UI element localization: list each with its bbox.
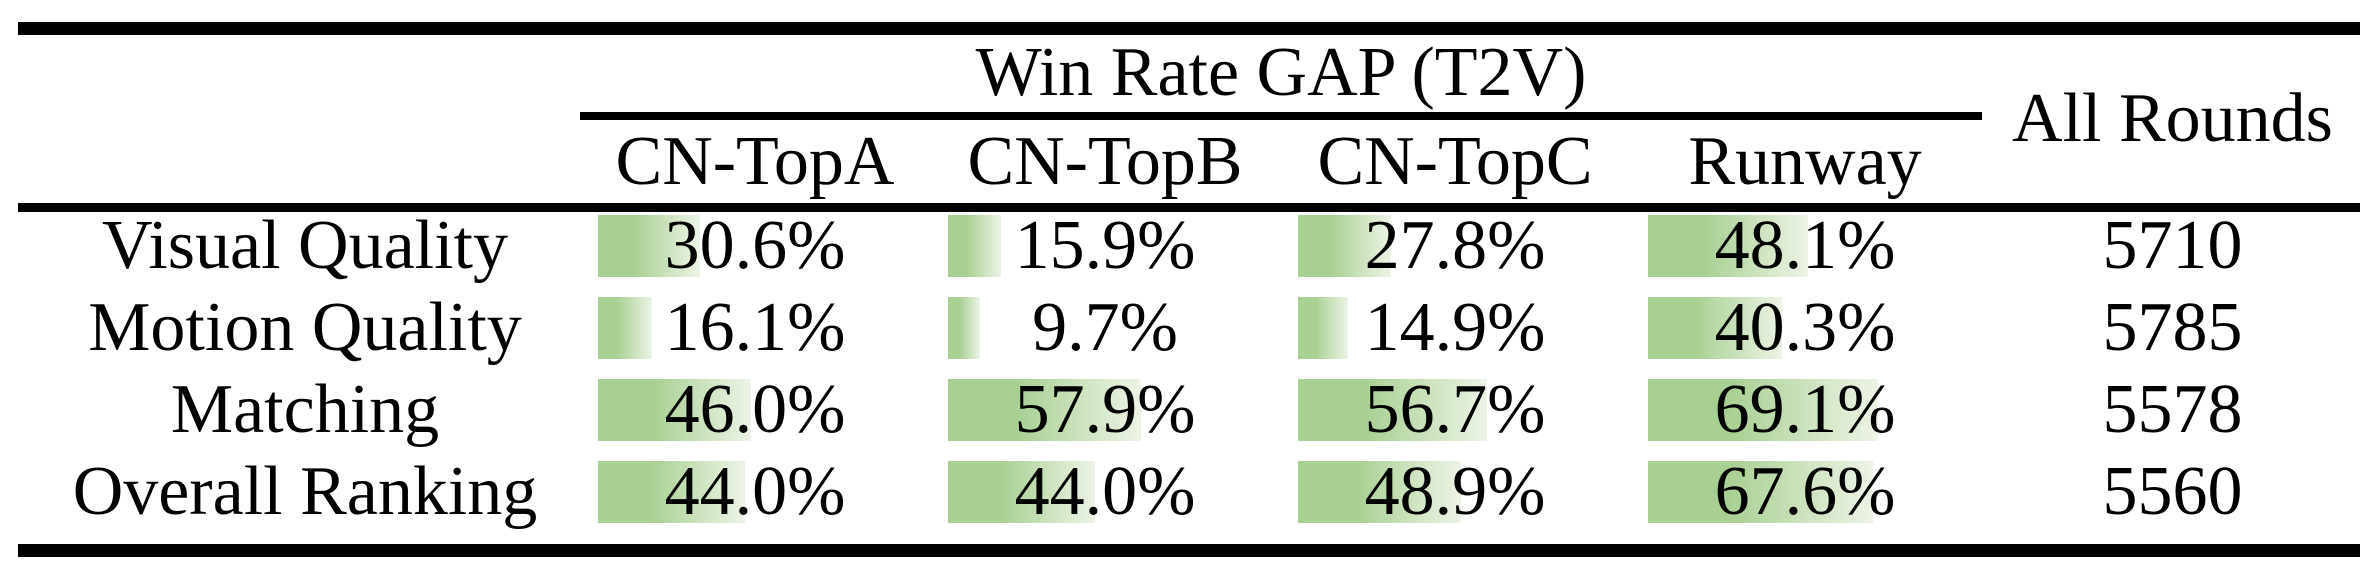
column-header-cn-topb: CN-TopB xyxy=(967,123,1243,200)
winrate-bar xyxy=(1298,215,1391,277)
winrate-value: 44.0% xyxy=(664,453,846,530)
winrate-bar xyxy=(598,215,700,277)
row-label: Motion Quality xyxy=(88,289,522,366)
table-cell: 27.8% xyxy=(1280,205,1630,287)
all-rounds-value: 5785 xyxy=(2102,289,2243,366)
all-rounds-value: 5578 xyxy=(2102,371,2243,448)
table-cell: 30.6% xyxy=(580,205,930,287)
winrate-value: 30.6% xyxy=(664,207,846,284)
table-cell: 46.0% xyxy=(580,369,930,451)
winrate-bar xyxy=(1648,297,1782,359)
winrate-value: 69.1% xyxy=(1714,371,1896,448)
table-cell: 48.9% xyxy=(1280,451,1630,533)
t2v-columns-cmidrule xyxy=(580,112,1982,120)
table-row: Motion Quality 16.1% 9.7% 14.9% 40.3% 57… xyxy=(0,287,2376,369)
table-cell: 40.3% xyxy=(1630,287,1980,369)
table-cell: 14.9% xyxy=(1280,287,1630,369)
table-cell: 69.1% xyxy=(1630,369,1980,451)
winrate-bar xyxy=(948,379,1141,441)
table-cell: 9.7% xyxy=(930,287,1280,369)
table-cell: 57.9% xyxy=(930,369,1280,451)
winrate-value: 46.0% xyxy=(664,371,846,448)
winrate-bar xyxy=(1298,461,1461,523)
winrate-value: 48.1% xyxy=(1714,207,1896,284)
table-title: Win Rate GAP (T2V) xyxy=(975,34,1587,111)
winrate-bar xyxy=(1298,379,1487,441)
table-cell: 16.1% xyxy=(580,287,930,369)
winrate-bar xyxy=(1648,379,1878,441)
row-label: Overall Ranking xyxy=(72,453,538,530)
table-cell: 67.6% xyxy=(1630,451,1980,533)
table-row: Matching 46.0% 57.9% 56.7% 69.1% 5578 xyxy=(0,369,2376,451)
column-header-cn-topc: CN-TopC xyxy=(1317,123,1593,200)
winrate-bar xyxy=(1648,461,1873,523)
winrate-bar xyxy=(598,379,751,441)
table-cell: 48.1% xyxy=(1630,205,1980,287)
winrate-value: 56.7% xyxy=(1364,371,1546,448)
winrate-bar xyxy=(948,215,1001,277)
winrate-value: 40.3% xyxy=(1714,289,1896,366)
table-row: Visual Quality 30.6% 15.9% 27.8% 48.1% 5… xyxy=(0,205,2376,287)
winrate-bar xyxy=(948,461,1095,523)
winrate-value: 15.9% xyxy=(1014,207,1196,284)
winrate-bar xyxy=(948,297,980,359)
table-bottom-rule xyxy=(18,544,2360,557)
row-label: Matching xyxy=(170,371,440,448)
all-rounds-value: 5560 xyxy=(2102,453,2243,530)
winrate-bar xyxy=(1298,297,1348,359)
column-header-all-rounds: All Rounds xyxy=(2012,80,2333,157)
winrate-value: 9.7% xyxy=(1032,289,1178,366)
column-header-runway: Runway xyxy=(1688,123,1922,200)
winrate-value: 44.0% xyxy=(1014,453,1196,530)
winrate-value: 57.9% xyxy=(1014,371,1196,448)
winrate-value: 48.9% xyxy=(1364,453,1546,530)
table-cell: 56.7% xyxy=(1280,369,1630,451)
table-cell: 15.9% xyxy=(930,205,1280,287)
row-label: Visual Quality xyxy=(101,207,509,284)
winrate-value: 16.1% xyxy=(664,289,846,366)
column-header-cn-topa: CN-TopA xyxy=(615,123,895,200)
winrate-bar xyxy=(598,461,745,523)
table-cell: 44.0% xyxy=(580,451,930,533)
all-rounds-value: 5710 xyxy=(2102,207,2243,284)
winrate-bar xyxy=(1648,215,1808,277)
winrate-bar xyxy=(598,297,652,359)
table-top-rule xyxy=(18,22,2360,35)
winrate-value: 14.9% xyxy=(1364,289,1546,366)
table-row: Overall Ranking 44.0% 44.0% 48.9% 67.6% … xyxy=(0,451,2376,533)
winrate-value: 27.8% xyxy=(1364,207,1546,284)
winrate-value: 67.6% xyxy=(1714,453,1896,530)
table-cell: 44.0% xyxy=(930,451,1280,533)
header-separator-rule xyxy=(18,203,2360,212)
